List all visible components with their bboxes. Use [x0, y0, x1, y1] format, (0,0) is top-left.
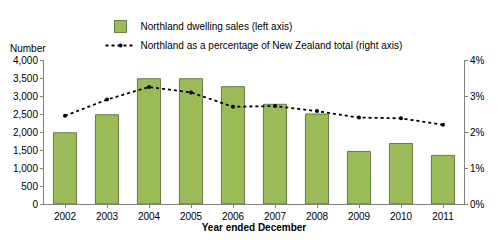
svg-text:2,500: 2,500: [13, 109, 38, 120]
svg-text:Northland dwelling sales (left: Northland dwelling sales (left axis): [141, 21, 293, 32]
svg-text:2002: 2002: [54, 211, 77, 222]
svg-text:0%: 0%: [470, 199, 485, 210]
svg-text:2004: 2004: [138, 211, 161, 222]
svg-text:4%: 4%: [470, 55, 485, 66]
svg-text:4,000: 4,000: [13, 55, 38, 66]
svg-text:2010: 2010: [390, 211, 413, 222]
svg-text:Year ended December: Year ended December: [202, 222, 307, 233]
svg-text:2003: 2003: [96, 211, 119, 222]
svg-text:3,500: 3,500: [13, 73, 38, 84]
svg-text:3,000: 3,000: [13, 91, 38, 102]
svg-text:2%: 2%: [470, 127, 485, 138]
svg-text:2005: 2005: [180, 211, 203, 222]
svg-text:2009: 2009: [348, 211, 371, 222]
svg-text:1%: 1%: [470, 163, 485, 174]
svg-text:2006: 2006: [222, 211, 245, 222]
svg-text:2,000: 2,000: [13, 127, 38, 138]
svg-text:1,000: 1,000: [13, 163, 38, 174]
svg-text:3%: 3%: [470, 91, 485, 102]
svg-text:Northland as a percentage of N: Northland as a percentage of New Zealand…: [141, 40, 403, 51]
svg-text:1,500: 1,500: [13, 145, 38, 156]
svg-text:500: 500: [21, 181, 38, 192]
svg-text:2007: 2007: [264, 211, 287, 222]
svg-text:2008: 2008: [306, 211, 329, 222]
svg-text:Number: Number: [10, 43, 46, 54]
svg-text:2011: 2011: [432, 211, 454, 222]
svg-text:0: 0: [32, 199, 38, 210]
